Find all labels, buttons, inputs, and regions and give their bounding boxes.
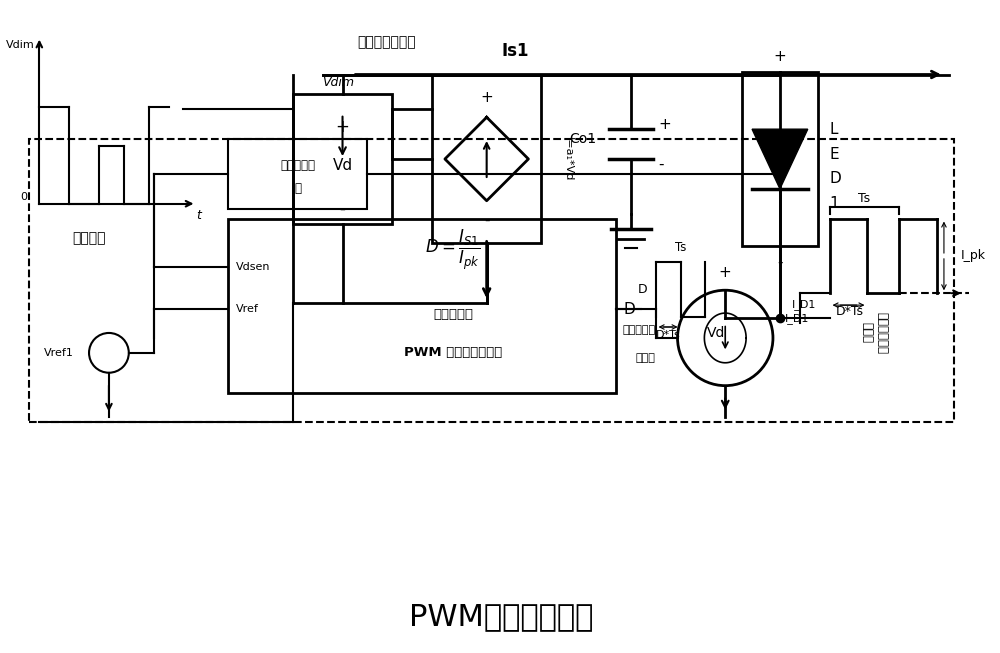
Text: D: D (830, 171, 841, 186)
Text: Vdim: Vdim (6, 40, 34, 50)
Text: Is1: Is1 (502, 42, 529, 59)
Bar (742, 72, 818, 246)
Text: -: - (722, 394, 728, 409)
Text: D*Ts: D*Ts (656, 330, 681, 340)
Text: Co1: Co1 (569, 132, 596, 146)
Text: 电压控制与: 电压控制与 (433, 308, 473, 321)
Text: 1: 1 (830, 197, 839, 211)
Text: +: + (774, 48, 786, 63)
Text: +: + (336, 118, 349, 136)
Text: Vd: Vd (332, 158, 353, 173)
Bar (293, 95, 392, 223)
Text: PWM调光控制电路: PWM调光控制电路 (409, 602, 594, 631)
Text: 路: 路 (294, 182, 301, 195)
Text: I_D1: I_D1 (792, 299, 816, 310)
Text: t: t (196, 209, 201, 222)
Text: +: + (719, 265, 732, 280)
Text: Ts: Ts (675, 241, 686, 254)
Text: -: - (484, 213, 489, 228)
Text: Vref1: Vref1 (44, 348, 74, 358)
Bar (228, 219, 616, 392)
Polygon shape (752, 129, 808, 189)
Text: +: + (480, 90, 493, 105)
Text: E: E (830, 146, 839, 161)
Text: D: D (624, 302, 636, 317)
Bar (228, 139, 367, 209)
Text: -: - (777, 255, 783, 270)
Bar (29, 139, 954, 422)
Text: PWM 占空比发生电路: PWM 占空比发生电路 (404, 346, 502, 359)
Text: 0: 0 (20, 192, 27, 202)
Text: 电压采样电: 电压采样电 (280, 159, 315, 172)
Text: 受控直流电流源: 受控直流电流源 (357, 36, 416, 50)
Text: Vref: Vref (236, 304, 259, 314)
Text: I=a₁*Vd: I=a₁*Vd (563, 137, 573, 181)
Text: D*Ts: D*Ts (836, 304, 864, 317)
Text: +: + (659, 117, 671, 132)
Text: 占空比输入: 占空比输入 (623, 325, 656, 335)
Bar (432, 74, 541, 244)
Text: 脉宽受控脉冲
电流源: 脉宽受控脉冲 电流源 (860, 312, 888, 354)
Text: L: L (830, 121, 838, 136)
Text: I_D1: I_D1 (785, 313, 809, 323)
Text: Vd: Vd (707, 326, 725, 340)
Text: I_pk: I_pk (961, 249, 986, 263)
Text: -: - (659, 157, 664, 172)
Text: 控制端: 控制端 (636, 353, 656, 363)
Text: Ts: Ts (858, 192, 870, 205)
Text: $D=\dfrac{I_{S1}}{I_{pk}}$: $D=\dfrac{I_{S1}}{I_{pk}}$ (425, 228, 481, 272)
Text: -: - (340, 200, 345, 217)
Text: Vdsen: Vdsen (236, 263, 271, 272)
Text: Vdim: Vdim (322, 76, 354, 89)
Text: 调光信号: 调光信号 (72, 232, 106, 246)
Text: D: D (638, 283, 648, 296)
